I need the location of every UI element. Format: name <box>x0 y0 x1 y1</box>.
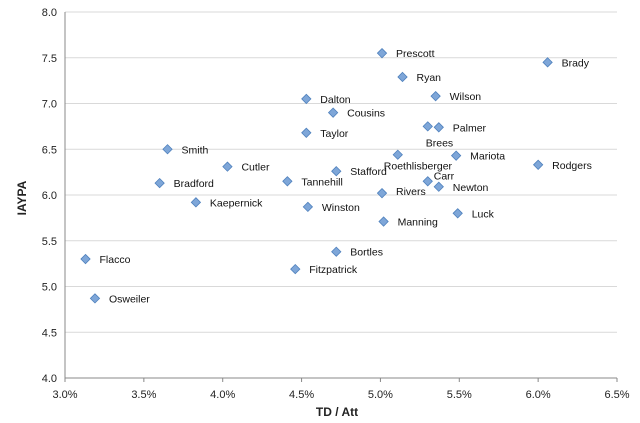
y-axis-title: IAYPA <box>15 180 29 215</box>
x-tick-label: 3.0% <box>52 389 77 401</box>
data-point <box>290 263 301 275</box>
point-label: Ryan <box>417 72 442 84</box>
data-point <box>452 208 463 219</box>
data-point <box>190 197 202 208</box>
data-point <box>430 91 441 102</box>
point-label: Wilson <box>450 91 482 103</box>
data-point <box>376 188 388 199</box>
data-point <box>301 93 312 105</box>
point-label: Bradford <box>174 178 214 190</box>
point-label: Mariota <box>470 151 505 163</box>
data-point <box>331 246 342 257</box>
data-point <box>450 150 462 161</box>
data-point <box>162 144 173 155</box>
data-point <box>154 177 165 189</box>
y-tick-label: 6.5 <box>42 144 57 156</box>
point-label: Tannehill <box>301 176 342 188</box>
y-tick-label: 8.0 <box>42 7 57 19</box>
data-point <box>282 176 293 187</box>
point-labels: Prescott Brady Ryan Wilson Dalton Cousins Palm… <box>100 48 592 305</box>
x-axis-title: TD / Att <box>316 405 358 419</box>
data-point <box>542 57 553 68</box>
data-point <box>301 127 312 138</box>
data-point <box>80 253 91 265</box>
point-label: Rivers <box>396 186 426 198</box>
x-tick-label: 6.5% <box>604 389 629 401</box>
gridlines <box>65 11 617 333</box>
y-tick-label: 7.5 <box>42 53 57 65</box>
data-point <box>392 149 403 160</box>
point-label: Taylor <box>320 128 349 140</box>
x-tick-label: 4.5% <box>289 389 314 401</box>
data-points <box>80 48 553 304</box>
y-tick-label: 7.0 <box>42 99 57 111</box>
y-tick-label: 6.0 <box>42 190 57 202</box>
data-point <box>397 71 408 83</box>
x-axis-ticks: 3.0% 3.5% 4.0% 4.5% 5.0% 5.5% 6.0% 6.5% <box>52 378 630 401</box>
point-label: Cousins <box>347 108 385 120</box>
point-label: Kaepernick <box>210 197 263 209</box>
data-point <box>378 216 389 227</box>
data-point <box>433 181 444 192</box>
point-label: Carr <box>434 170 455 182</box>
x-tick-label: 5.5% <box>447 389 472 401</box>
y-tick-label: 5.5 <box>42 236 57 248</box>
point-label: Fitzpatrick <box>309 264 358 276</box>
y-tick-label: 5.0 <box>42 282 57 294</box>
point-label: Prescott <box>396 48 435 60</box>
point-label: Roethlisberger <box>384 161 453 173</box>
point-label: Manning <box>398 217 438 229</box>
point-label: Rodgers <box>552 160 592 172</box>
data-point <box>327 107 339 118</box>
point-label: Brady <box>562 57 590 69</box>
x-tick-label: 5.0% <box>368 389 393 401</box>
point-label: Palmer <box>453 122 487 134</box>
data-point <box>433 122 444 133</box>
y-tick-label: 4.0 <box>42 373 57 385</box>
data-point <box>222 161 233 172</box>
data-point <box>331 166 342 177</box>
point-label: Cutler <box>241 162 270 174</box>
data-point <box>422 121 433 132</box>
point-label: Brees <box>426 137 453 149</box>
x-tick-label: 3.5% <box>131 389 156 401</box>
y-tick-label: 4.5 <box>42 327 57 339</box>
x-tick-label: 6.0% <box>526 389 551 401</box>
point-label: Winston <box>322 202 360 214</box>
point-label: Dalton <box>320 94 351 106</box>
data-point <box>89 293 101 304</box>
y-axis-ticks: 4.0 4.5 5.0 5.5 6.0 6.5 7.0 7.5 8.0 <box>42 7 57 385</box>
data-point <box>532 159 544 170</box>
point-label: Flacco <box>100 254 131 266</box>
point-label: Newton <box>453 182 489 194</box>
x-tick-label: 4.0% <box>210 389 235 401</box>
point-label: Bortles <box>350 247 383 259</box>
point-label: Luck <box>472 208 495 220</box>
point-label: Smith <box>182 144 209 156</box>
data-point <box>302 201 314 213</box>
data-point <box>422 176 433 187</box>
point-label: Osweiler <box>109 293 150 305</box>
data-point <box>376 48 388 59</box>
point-label: Stafford <box>350 166 387 178</box>
